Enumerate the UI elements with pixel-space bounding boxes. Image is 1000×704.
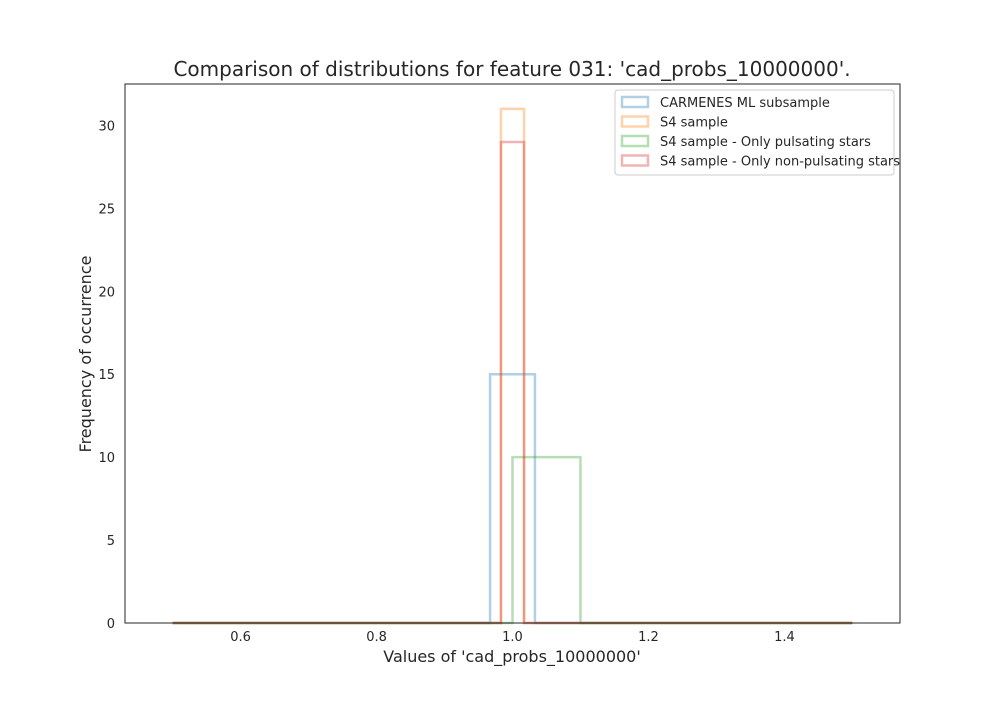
x-axis-title: Values of 'cad_probs_10000000' — [383, 647, 641, 667]
x-tick-label: 0.8 — [366, 630, 387, 645]
y-axis-title: Frequency of occurrence — [76, 256, 95, 453]
legend-swatch — [620, 134, 650, 148]
legend-swatch — [620, 154, 650, 167]
legend-swatch — [620, 95, 650, 109]
series-3 — [172, 455, 853, 625]
x-tick-label: 1.4 — [774, 630, 795, 645]
x-tick-label: 1.0 — [502, 630, 523, 645]
histogram-bin — [172, 455, 853, 625]
legend-label: CARMENES ML subsample — [660, 96, 830, 111]
y-tick-label: 25 — [98, 202, 115, 217]
axes-frame — [124, 83, 901, 624]
chart-title: Comparison of distributions for feature … — [173, 57, 850, 81]
y-tick-label: 20 — [98, 285, 115, 300]
x-tick-label: 0.6 — [230, 630, 251, 645]
y-tick-label: 5 — [107, 534, 115, 549]
legend-frame — [614, 89, 895, 176]
legend-label: S4 sample - Only non-pulsating stars — [660, 155, 900, 170]
legend-label: S4 sample — [660, 116, 728, 131]
y-tick-label: 30 — [98, 119, 115, 134]
y-tick-label: 15 — [98, 368, 115, 383]
x-tick-label: 1.2 — [638, 630, 659, 645]
axes: 0.6 0.8 1.0 1.2 1.4 0 5 10 15 20 25 30 — [98, 83, 901, 645]
y-tick-label: 10 — [98, 451, 115, 466]
legend-label: S4 sample - Only pulsating stars — [660, 135, 871, 150]
plot-area — [172, 107, 853, 625]
y-tick-label: 0 — [107, 617, 115, 632]
legend: CARMENES ML subsample S4 sample S4 sample … — [614, 89, 900, 176]
legend-swatch — [620, 115, 650, 128]
